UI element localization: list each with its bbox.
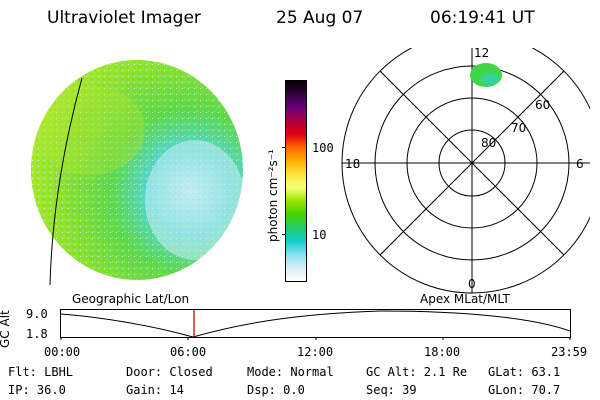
info-gcalt: GC Alt: 2.1 Re xyxy=(366,365,468,379)
colorbar-tickmark-10 xyxy=(282,234,286,235)
timeline-x-tick-1800: 18:00 xyxy=(424,345,461,359)
colorbar-tick-10: 10 xyxy=(312,228,327,242)
time-label: 06:19:41 UT xyxy=(430,8,535,28)
colorbar-tickmark-100 xyxy=(282,147,286,149)
terminator-line xyxy=(49,77,83,285)
polar-lat-70: 70 xyxy=(511,121,526,135)
date-label: 25 Aug 07 xyxy=(276,8,364,28)
timeline-y-tick-low: 1.8 xyxy=(26,327,48,341)
info-glat: GLat: 63.1 xyxy=(488,365,561,379)
polar-diagonal-b xyxy=(379,70,565,256)
timeline-x-tick-2359: 23:59 xyxy=(551,345,588,359)
polar-ring-outer xyxy=(341,48,590,294)
colorbar-gradient xyxy=(286,81,306,281)
info-flt: Flt: LBHL xyxy=(8,365,74,379)
timeline-x-tick-1200: 12:00 xyxy=(297,345,334,359)
colorbar-tick-100: 100 xyxy=(312,141,334,155)
timeline-y-tick-high: 9.0 xyxy=(26,307,48,321)
info-mode: Mode: Normal xyxy=(247,365,334,379)
info-dsp: Dsp: 0.0 xyxy=(247,383,305,397)
instrument-title: Ultraviolet Imager xyxy=(47,8,201,28)
info-glon: GLon: 70.7 xyxy=(488,383,561,397)
polar-plot: 80 70 60 12 18 6 0 xyxy=(341,48,590,294)
geographic-label: Geographic Lat/Lon xyxy=(72,292,190,306)
info-seq: Seq: 39 xyxy=(366,383,417,397)
altitude-curve xyxy=(60,310,571,338)
info-gain: Gain: 14 xyxy=(126,383,184,397)
timeline-x-tick-0000: 00:00 xyxy=(44,345,81,359)
earth-image xyxy=(31,60,243,285)
info-door: Door: Closed xyxy=(126,365,213,379)
colorbar xyxy=(285,80,307,282)
info-ip: IP: 36.0 xyxy=(8,383,66,397)
polar-lat-60: 60 xyxy=(535,98,550,112)
polar-lat-80: 80 xyxy=(481,136,496,150)
polar-mlt-0: 0 xyxy=(468,277,476,291)
apex-label: Apex MLat/MLT xyxy=(420,292,510,306)
timeline-x-tick-0600: 06:00 xyxy=(170,345,207,359)
polar-mlt-12: 12 xyxy=(474,48,489,60)
timeline-y-label: GC Alt xyxy=(0,310,12,348)
polar-mlt-6: 6 xyxy=(576,157,584,171)
colorbar-label: photon cm⁻²s⁻¹ xyxy=(266,149,280,242)
altitude-timeline xyxy=(60,309,571,340)
polar-mlt-18: 18 xyxy=(345,157,360,171)
